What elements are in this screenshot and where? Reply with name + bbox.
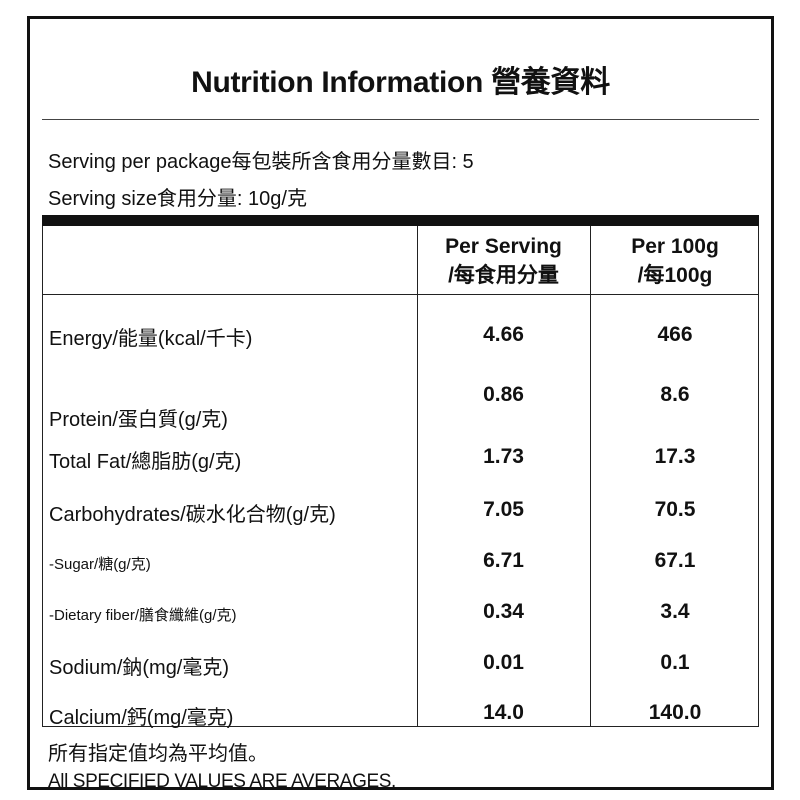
panel-title: Nutrition Information 營養資料 bbox=[191, 66, 610, 99]
row-label-total-fat: Total Fat/總脂肪(g/克) bbox=[49, 451, 242, 473]
header-per-100g-line1: Per 100g bbox=[631, 235, 719, 258]
calcium-per-100g: 140.0 bbox=[648, 701, 702, 724]
nutrition-table: Per Serving /每食用分量 Per 100g /每100g Energ… bbox=[42, 226, 760, 729]
row-label-dietary-fiber: -Dietary fiber/膳食纖維(g/克) bbox=[49, 607, 237, 624]
fiber-per-serving: 0.34 bbox=[483, 600, 524, 623]
row-label-carbohydrates: Carbohydrates/碳水化合物(g/克) bbox=[49, 504, 336, 526]
row-label-sodium: Sodium/鈉(mg/毫克) bbox=[49, 657, 230, 679]
sugar-per-100g: 67.1 bbox=[654, 549, 696, 572]
header-per-serving: Per Serving /每食用分量 bbox=[417, 232, 590, 290]
fat-per-serving: 1.73 bbox=[483, 445, 524, 468]
row-label-sugar: -Sugar/糖(g/克) bbox=[49, 556, 151, 573]
carbs-per-serving: 7.05 bbox=[483, 498, 524, 521]
header-per-serving-line1: Per Serving bbox=[445, 235, 562, 258]
energy-per-serving: 4.66 bbox=[483, 323, 524, 346]
protein-per-serving: 0.86 bbox=[483, 383, 524, 406]
column-divider bbox=[590, 226, 591, 726]
row-label-protein: Protein/蛋白質(g/克) bbox=[49, 409, 228, 431]
footer-note-chinese: 所有指定值均為平均值。 bbox=[48, 743, 268, 765]
energy-per-100g: 466 bbox=[657, 323, 693, 346]
row-label-energy: Energy/能量(kcal/千卡) bbox=[49, 328, 253, 350]
thick-divider bbox=[42, 215, 759, 226]
fiber-per-100g: 3.4 bbox=[660, 600, 690, 623]
title-divider bbox=[42, 119, 759, 120]
row-label-calcium: Calcium/鈣(mg/毫克) bbox=[49, 707, 234, 729]
calcium-per-serving: 14.0 bbox=[483, 701, 524, 724]
serving-size: Serving size食用分量: 10g/克 bbox=[48, 188, 307, 210]
serving-per-package: Serving per package每包裝所含食用分量數目: 5 bbox=[48, 151, 474, 173]
header-per-100g-line2: /每100g bbox=[637, 264, 713, 287]
header-per-100g: Per 100g /每100g bbox=[590, 232, 760, 290]
sugar-per-serving: 6.71 bbox=[483, 549, 524, 572]
nutrition-panel: Nutrition Information 營養資料 Serving per p… bbox=[27, 16, 774, 792]
sodium-per-serving: 0.01 bbox=[483, 651, 524, 674]
fat-per-100g: 17.3 bbox=[654, 445, 696, 468]
footer-note-english: All SPECIFIED VALUES ARE AVERAGES. bbox=[48, 771, 396, 792]
sodium-per-100g: 0.1 bbox=[660, 651, 690, 674]
header-per-serving-line2: /每食用分量 bbox=[448, 264, 559, 287]
carbs-per-100g: 70.5 bbox=[654, 498, 696, 521]
column-divider bbox=[417, 226, 418, 726]
header-divider bbox=[43, 294, 758, 295]
protein-per-100g: 8.6 bbox=[660, 383, 690, 406]
